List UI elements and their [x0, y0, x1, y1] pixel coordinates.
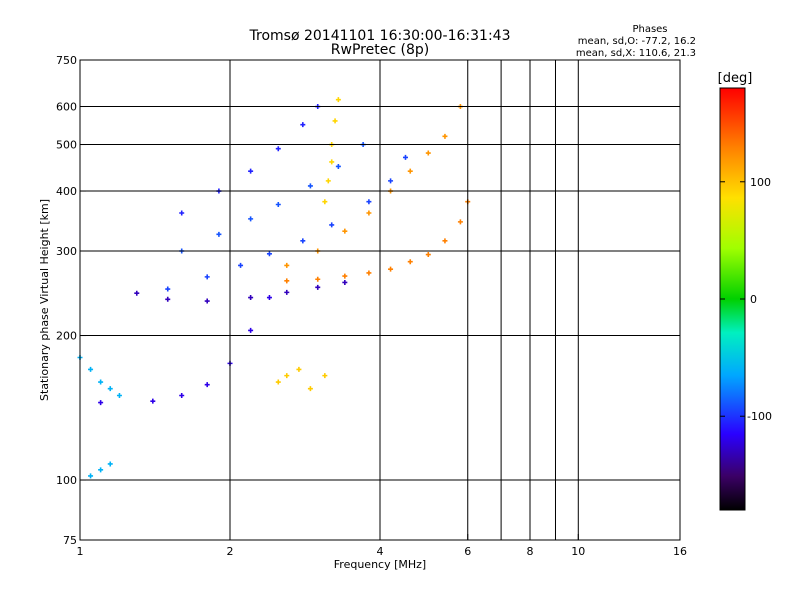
phase-note-x: mean, sd,X: 110.6, 21.3 — [576, 48, 696, 59]
data-point — [275, 201, 281, 207]
data-point — [266, 295, 272, 301]
x-tick-label: 2 — [227, 545, 234, 558]
chart-title: Tromsø 20141101 16:30:00-16:31:43 — [249, 28, 511, 44]
data-point — [296, 366, 302, 372]
y-tick-label: 600 — [56, 101, 77, 114]
data-point — [342, 273, 348, 279]
data-point — [107, 386, 113, 392]
data-point — [335, 97, 341, 103]
x-tick-label: 10 — [571, 545, 585, 558]
data-point — [284, 278, 290, 284]
y-tick-label: 75 — [63, 534, 77, 547]
data-point — [284, 289, 290, 295]
colorbar-unit: [deg] — [718, 71, 753, 86]
y-axis: 75 100 200 300 400 500 600 750 — [56, 54, 86, 547]
data-point — [300, 122, 306, 128]
data-point — [388, 266, 394, 272]
data-point — [216, 231, 222, 237]
data-point — [442, 133, 448, 139]
data-point — [315, 284, 321, 290]
x-tick-label: 4 — [377, 545, 384, 558]
y-tick-label: 100 — [56, 474, 77, 487]
data-point — [342, 279, 348, 285]
data-point — [165, 286, 171, 292]
data-point — [407, 168, 413, 174]
x-tick-label: 8 — [527, 545, 534, 558]
x-axis-label: Frequency [MHz] — [334, 558, 426, 571]
data-point — [98, 379, 104, 385]
data-point — [425, 150, 431, 156]
data-point — [329, 222, 335, 228]
data-point — [179, 210, 185, 216]
y-tick-label: 500 — [56, 139, 77, 152]
y-tick-label: 200 — [56, 330, 77, 343]
y-axis-label: Stationary phase Virtual Height [km] — [38, 199, 51, 401]
data-point — [325, 178, 331, 184]
x-tick-label: 1 — [77, 545, 84, 558]
y-tick-label: 750 — [56, 54, 77, 67]
data-point — [266, 251, 272, 257]
data-point — [284, 262, 290, 268]
data-point — [402, 154, 408, 160]
data-point — [300, 238, 306, 244]
data-point — [442, 238, 448, 244]
data-point — [407, 259, 413, 265]
colorbar-ticks: 100 0 -100 — [720, 176, 772, 423]
data-point — [98, 467, 104, 473]
data-point — [307, 183, 313, 189]
data-point — [457, 219, 463, 225]
data-point — [425, 252, 431, 258]
y-tick-label: 400 — [56, 185, 77, 198]
data-point — [366, 270, 372, 276]
data-point — [98, 400, 104, 406]
colorbar-tick-label: -100 — [747, 410, 772, 423]
data-point — [315, 276, 321, 282]
data-point — [329, 159, 335, 165]
data-point — [275, 146, 281, 152]
data-point — [322, 373, 328, 379]
data-point — [248, 168, 254, 174]
data-point — [342, 228, 348, 234]
data-point — [248, 216, 254, 222]
grid-lines — [80, 60, 680, 540]
x-axis: 1 2 4 6 8 10 16 — [77, 534, 687, 558]
data-point — [116, 393, 122, 399]
data-point — [366, 199, 372, 205]
data-point — [248, 295, 254, 301]
data-point — [307, 386, 313, 392]
data-point — [107, 461, 113, 467]
data-point — [204, 382, 210, 388]
colorbar-tick-label: 100 — [750, 176, 771, 189]
data-point — [238, 262, 244, 268]
data-point — [204, 274, 210, 280]
chart-subtitle: RwPretec (8p) — [331, 42, 429, 58]
data-points — [77, 97, 471, 479]
x-tick-label: 16 — [673, 545, 687, 558]
colorbar-tick-label: 0 — [750, 293, 757, 306]
data-point — [165, 296, 171, 302]
data-point — [335, 163, 341, 169]
data-point — [204, 298, 210, 304]
data-point — [150, 398, 156, 404]
data-point — [88, 473, 94, 479]
x-tick-label: 6 — [464, 545, 471, 558]
data-point — [332, 118, 338, 124]
data-point — [179, 393, 185, 399]
data-point — [322, 199, 328, 205]
data-point — [88, 366, 94, 372]
y-tick-label: 300 — [56, 245, 77, 258]
data-point — [366, 210, 372, 216]
data-point — [284, 373, 290, 379]
phase-note-o: mean, sd,O: -77.2, 16.2 — [578, 36, 696, 47]
data-point — [134, 290, 140, 296]
data-point — [388, 178, 394, 184]
data-point — [248, 327, 254, 333]
phase-note-heading: Phases — [632, 24, 667, 35]
data-point — [275, 379, 281, 385]
